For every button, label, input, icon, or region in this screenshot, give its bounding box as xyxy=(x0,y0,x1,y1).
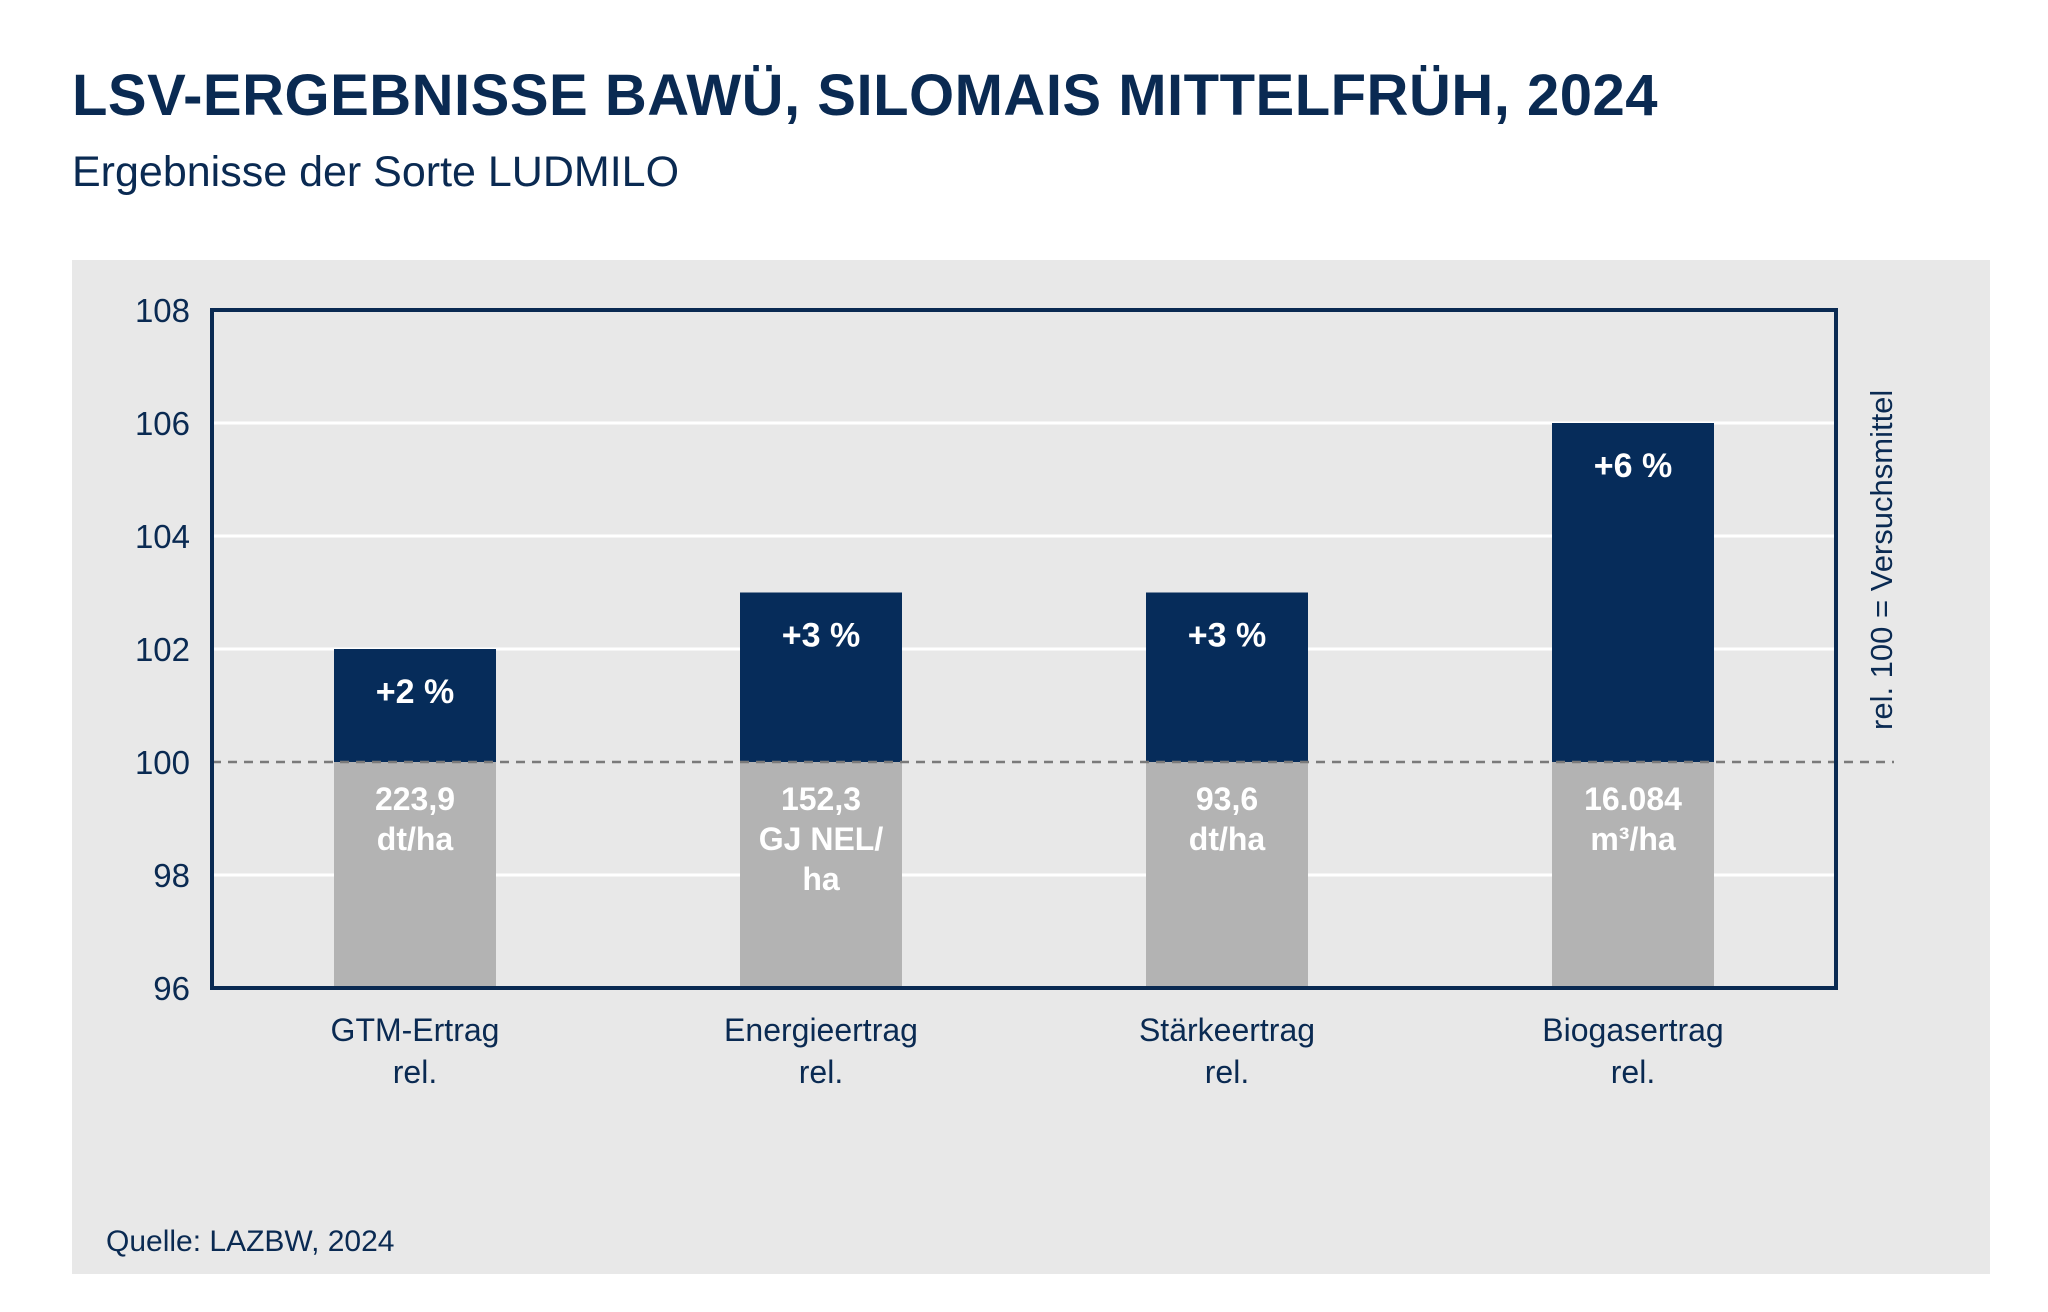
plot-frame xyxy=(210,308,1838,990)
data-label-percent: +6 % xyxy=(1594,447,1672,485)
y-tick-label: 100 xyxy=(135,744,190,781)
y-tick-label: 104 xyxy=(135,518,190,555)
x-tick-label: rel. xyxy=(1205,1054,1249,1090)
bar-value-segment xyxy=(740,592,902,762)
y-tick-label: 98 xyxy=(153,857,190,894)
chart-subtitle: Ergebnisse der Sorte LUDMILO xyxy=(72,148,680,196)
data-label-percent: +3 % xyxy=(1188,617,1266,655)
data-label-absolute: m³/ha xyxy=(1590,821,1676,857)
bar-baseline-segment xyxy=(740,762,902,988)
data-label-absolute: ha xyxy=(802,861,840,897)
y-tick-label: 106 xyxy=(135,405,190,442)
data-label-percent: +2 % xyxy=(376,673,454,711)
bar-value-segment xyxy=(334,649,496,762)
source-note: Quelle: LAZBW, 2024 xyxy=(106,1225,395,1258)
x-tick-label: rel. xyxy=(799,1054,843,1090)
y-axis-label: rel. 100 = Versuchsmittel xyxy=(1864,390,1899,730)
data-label-absolute: dt/ha xyxy=(377,821,454,857)
bar-baseline-segment xyxy=(334,762,496,988)
x-tick-label: Stärkeertrag xyxy=(1139,1012,1315,1048)
x-tick-label: Biogasertrag xyxy=(1542,1012,1723,1048)
data-label-absolute: 152,3 xyxy=(781,781,861,817)
bar-chart: +2 % 223,9 dt/ha GTM-Ertrag rel. +3 % 152,3 GJ … xyxy=(135,292,1899,1090)
bar-value-segment xyxy=(1146,592,1308,762)
x-tick-label: GTM-Ertrag xyxy=(331,1012,500,1048)
data-label-absolute: dt/ha xyxy=(1189,821,1266,857)
bar-baseline-segment xyxy=(1146,762,1308,988)
bar-value-segment xyxy=(1552,423,1714,762)
data-label-absolute: GJ NEL/ xyxy=(759,821,884,857)
x-tick-label: rel. xyxy=(393,1054,437,1090)
y-tick-label: 96 xyxy=(153,970,190,1007)
y-tick-label: 102 xyxy=(135,631,190,668)
bar-baseline-segment xyxy=(1552,762,1714,988)
x-tick-label: rel. xyxy=(1611,1054,1655,1090)
data-label-percent: +3 % xyxy=(782,617,860,655)
chart-panel: +2 % 223,9 dt/ha GTM-Ertrag rel. +3 % 152,3 GJ … xyxy=(72,260,1990,1274)
y-tick-label: 108 xyxy=(135,292,190,329)
chart-title: LSV-ERGEBNISSE BAWÜ, SILOMAIS MITTELFRÜH… xyxy=(72,63,1658,128)
data-label-absolute: 93,6 xyxy=(1196,781,1258,817)
data-label-absolute: 223,9 xyxy=(375,781,455,817)
x-tick-label: Energieertrag xyxy=(724,1012,918,1048)
data-label-absolute: 16.084 xyxy=(1584,781,1682,817)
